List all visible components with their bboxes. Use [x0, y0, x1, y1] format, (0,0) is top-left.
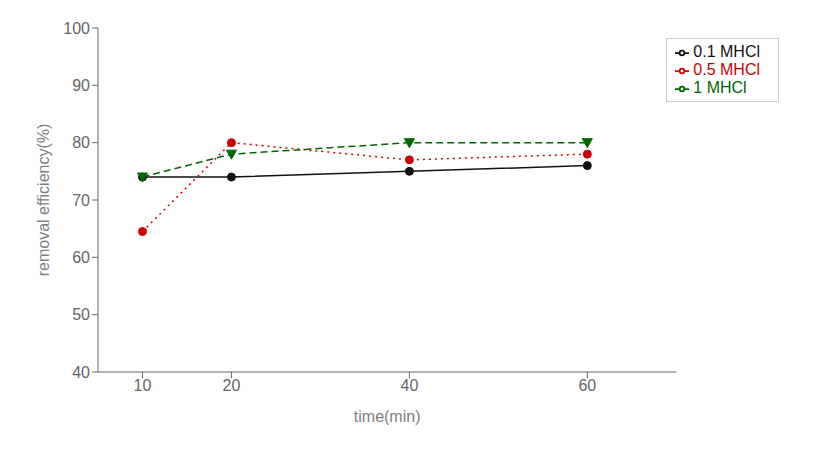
- svg-text:removal efficiency(%): removal efficiency(%): [35, 124, 52, 277]
- svg-text:10: 10: [134, 377, 152, 394]
- svg-text:time(min): time(min): [354, 408, 421, 425]
- svg-text:100: 100: [63, 20, 90, 37]
- svg-text:60: 60: [578, 377, 596, 394]
- svg-text:80: 80: [72, 134, 90, 151]
- svg-text:50: 50: [72, 306, 90, 323]
- svg-text:70: 70: [72, 192, 90, 209]
- svg-text:40: 40: [72, 364, 90, 381]
- svg-text:60: 60: [72, 249, 90, 266]
- html-text:0.1 MHCl: 0.1 MHCl: [693, 43, 760, 60]
- svg-text:40: 40: [401, 377, 419, 394]
- html-text:1 MHCl: 1 MHCl: [693, 79, 747, 96]
- svg-text:20: 20: [223, 377, 241, 394]
- svg-text:90: 90: [72, 77, 90, 94]
- html-text:0.5 MHCl: 0.5 MHCl: [693, 61, 760, 78]
